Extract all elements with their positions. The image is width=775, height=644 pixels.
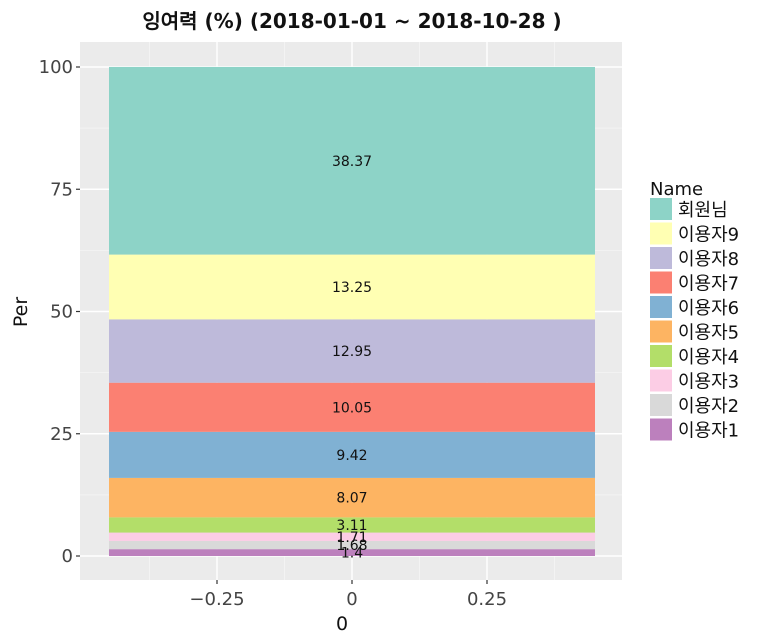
legend-label: 이용자7 (678, 274, 739, 295)
data-label: 1.68 (336, 538, 367, 554)
bar-segment (109, 431, 595, 478)
legend-label: 이용자2 (678, 396, 739, 417)
legend-swatch (650, 271, 672, 294)
y-tick-label: 50 (50, 302, 73, 323)
legend-title: Name (650, 179, 703, 200)
bar-segment (109, 532, 595, 541)
legend-swatch (650, 222, 672, 245)
data-label: 38.37 (332, 154, 372, 170)
bar-segment (109, 517, 595, 533)
data-label: 1.71 (336, 530, 367, 546)
y-tick-label: 75 (50, 179, 73, 200)
bar-segment (109, 477, 595, 518)
x-axis-title: 0 (336, 613, 348, 635)
data-label: 3.11 (336, 518, 367, 534)
x-tick-label: 0 (346, 589, 357, 610)
bar-segment (109, 549, 595, 556)
legend-swatch (650, 296, 672, 318)
bar-segment (109, 254, 595, 320)
data-label: 10.05 (332, 400, 372, 416)
legend-label: 회원님 (678, 200, 728, 221)
legend-swatch (650, 247, 672, 269)
x-axis: −0.25 0 0.25 (189, 580, 507, 610)
legend-swatch (650, 320, 672, 343)
y-tick-label: 0 (62, 546, 73, 567)
legend-swatch (650, 198, 672, 220)
legend-label: 이용자8 (678, 249, 739, 270)
chart-title: 잉여력 (%) (2018-01-01 ~ 2018-10-28 ) (142, 9, 561, 33)
bar-segment (109, 540, 595, 550)
y-axis-title: Per (10, 297, 32, 327)
bar-segment (109, 66, 595, 255)
bar-segment (109, 382, 595, 432)
bar-segment (109, 319, 595, 383)
data-labels: 1.41.681.713.11 8.07 9.42 10.05 12.95 13.25 38… (332, 154, 372, 562)
legend-label: 이용자6 (678, 298, 739, 319)
legend-label: 이용자9 (678, 225, 739, 246)
legend-swatch (650, 394, 672, 416)
y-axis: 0 25 50 75 100 (39, 57, 80, 567)
bar-segments (109, 66, 595, 556)
legend-label: 이용자4 (678, 347, 739, 368)
y-tick-label: 100 (39, 57, 73, 78)
data-label: 9.42 (336, 448, 367, 464)
legend-swatch (650, 345, 672, 367)
data-label: 8.07 (336, 491, 367, 507)
legend-swatch (650, 418, 672, 441)
data-label: 13.25 (332, 280, 372, 296)
legend-label: 이용자1 (678, 421, 739, 442)
data-label: 12.95 (332, 344, 372, 360)
x-tick-label: −0.25 (189, 589, 244, 610)
data-label: 1.4 (341, 546, 363, 562)
legend-label: 이용자5 (678, 323, 739, 344)
legend-swatch (650, 369, 672, 392)
x-tick-label: 0.25 (467, 589, 507, 610)
y-tick-label: 25 (50, 424, 73, 445)
legend-label: 이용자3 (678, 372, 739, 393)
